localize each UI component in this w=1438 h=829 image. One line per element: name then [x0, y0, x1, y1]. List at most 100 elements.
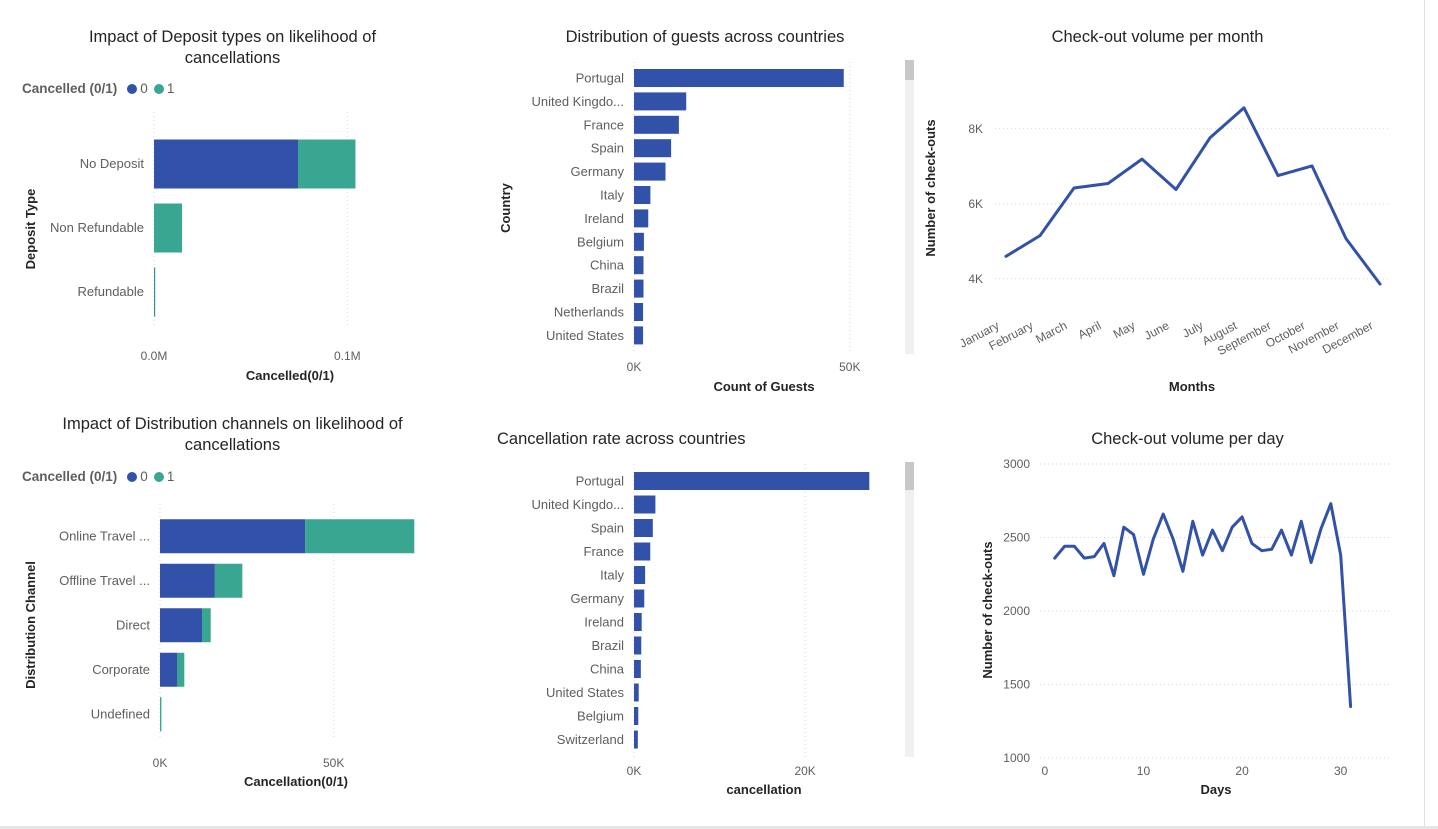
monthly-chart-title: Check-out volume per month: [1051, 28, 1264, 46]
legend-dot-icon: [127, 83, 138, 94]
channels-legend-title: Cancelled (0/1): [22, 469, 118, 484]
guests-category-label: Ireland: [584, 211, 624, 226]
guests-x-tick-label: 50K: [839, 360, 860, 374]
deposit-x-tick-label: 0.1M: [334, 349, 361, 363]
monthly-category-label: April: [1076, 318, 1104, 342]
cancelrate-scrollbar[interactable]: [905, 462, 914, 757]
cancelrate-category-label: Ireland: [584, 615, 624, 630]
channels-bar-series0: [160, 608, 203, 643]
guests-scrollbar[interactable]: [905, 60, 914, 354]
deposit-chart-title: Impact of Deposit types on likelihood of…: [88, 28, 377, 67]
deposit-x-axis-title: Cancelled(0/1): [246, 368, 334, 383]
guests-x-axis-title: Count of Guests: [713, 379, 814, 394]
channels-bar-series1: [177, 652, 185, 687]
cancelrate-bar: [634, 495, 656, 514]
channels-legend-item-0[interactable]: 0: [127, 469, 148, 484]
channels-bar-series0: [160, 563, 215, 598]
channels-bar-series1: [214, 563, 243, 598]
guests-bar: [634, 92, 687, 111]
page-right-edge: [1424, 0, 1425, 829]
legend-label: 0: [140, 81, 148, 96]
channels-chart-title: Impact of Distribution channels on likel…: [62, 415, 403, 454]
deposit-bar-series0: [154, 139, 299, 189]
channels-bar-series1: [202, 608, 211, 643]
guests-bar: [634, 256, 644, 275]
guests-bar: [634, 139, 672, 158]
daily-y-tick-label: 1500: [1003, 678, 1030, 692]
channels-x-tick-label: 0K: [153, 756, 168, 770]
guests-category-label: Spain: [591, 141, 624, 156]
daily-y-tick-label: 2500: [1003, 531, 1030, 545]
channels-legend-item-1[interactable]: 1: [153, 469, 175, 484]
daily-y-axis-title: Number of check-outs: [980, 541, 995, 678]
guests-category-label: Netherlands: [554, 305, 625, 320]
cancelrate-bar: [634, 542, 651, 561]
cancelrate-category-label: China: [590, 662, 625, 677]
daily-series-line: [1053, 502, 1353, 708]
daily-y-tick-label: 3000: [1003, 457, 1030, 471]
deposit-bar-series1: [154, 267, 156, 317]
legend-dot-icon: [153, 471, 164, 482]
guests-category-label: United States: [546, 328, 625, 343]
cancelrate-bar: [634, 613, 642, 631]
cancelrate-category-label: Germany: [571, 591, 625, 606]
deposit-legend-title: Cancelled (0/1): [22, 81, 118, 96]
guests-category-label: United Kingdo...: [531, 94, 624, 109]
channels-category-label: Direct: [116, 617, 150, 632]
channels-bar-series0: [160, 519, 306, 554]
monthly-x-axis-title: Months: [1169, 379, 1215, 394]
cancelrate-x-axis-title: cancellation: [726, 782, 801, 797]
monthly-y-tick-label: 6K: [968, 197, 983, 211]
cancelrate-category-label: Brazil: [591, 638, 624, 653]
monthly-series-line: [1004, 106, 1382, 286]
cancelrate-category-label: United States: [546, 685, 625, 700]
guests-y-axis-title: Country: [498, 182, 513, 233]
legend-dot-icon: [127, 471, 138, 482]
legend-label: 0: [140, 469, 148, 484]
deposit-y-axis-title: Deposit Type: [23, 189, 38, 270]
page-bottom-edge: [0, 826, 1438, 829]
cancelrate-category-label: France: [584, 544, 624, 559]
cancelrate-x-tick-label: 0K: [627, 764, 642, 778]
cancelrate-category-label: United Kingdo...: [531, 497, 624, 512]
deposit-bar-series1: [298, 139, 356, 189]
guests-category-label: China: [590, 258, 625, 273]
cancelrate-bar: [634, 683, 639, 702]
daily-x-axis-title: Days: [1200, 782, 1231, 797]
channels-x-axis-title: Cancellation(0/1): [244, 774, 348, 789]
guests-bar: [634, 115, 679, 134]
channels-category-label: Offline Travel ...: [59, 573, 150, 588]
guests-category-label: Brazil: [591, 281, 624, 296]
channels-bar-series1: [305, 519, 415, 554]
guests-category-label: Belgium: [577, 234, 624, 249]
channels-y-axis-title: Distribution Channel: [23, 561, 38, 689]
legend-label: 1: [166, 469, 175, 484]
guests-scroll-thumb[interactable]: [905, 60, 914, 80]
guests-bar: [634, 69, 844, 87]
daily-chart-title: Check-out volume per day: [1091, 430, 1284, 448]
deposit-legend-item-1[interactable]: 1: [153, 81, 175, 96]
daily-y-tick-label: 1000: [1003, 751, 1030, 765]
guests-category-label: Italy: [600, 188, 624, 203]
deposit-legend-item-0[interactable]: 0: [127, 81, 148, 96]
guests-bar: [634, 209, 649, 228]
monthly-category-label: March: [1033, 318, 1069, 346]
cancelrate-category-label: Portugal: [576, 474, 625, 489]
channels-x-tick-label: 50K: [323, 756, 344, 770]
cancelrate-bar: [634, 472, 870, 490]
deposit-category-label: Refundable: [78, 284, 145, 299]
guests-bar: [634, 232, 644, 251]
guests-bar: [634, 162, 666, 181]
cancelrate-chart-title: Cancellation rate across countries: [497, 430, 746, 448]
cancelrate-x-tick-label: 20K: [794, 764, 815, 778]
legend-dot-icon: [153, 83, 164, 94]
cancelrate-category-label: Italy: [600, 568, 624, 583]
cancelrate-scroll-thumb[interactable]: [905, 462, 914, 490]
legend-label: 1: [166, 81, 175, 96]
daily-x-tick-label: 0: [1042, 764, 1049, 778]
cancelrate-category-label: Spain: [591, 521, 624, 536]
deposit-category-label: Non Refundable: [50, 220, 144, 235]
daily-y-tick-label: 2000: [1003, 604, 1030, 618]
monthly-category-label: June: [1142, 318, 1172, 343]
